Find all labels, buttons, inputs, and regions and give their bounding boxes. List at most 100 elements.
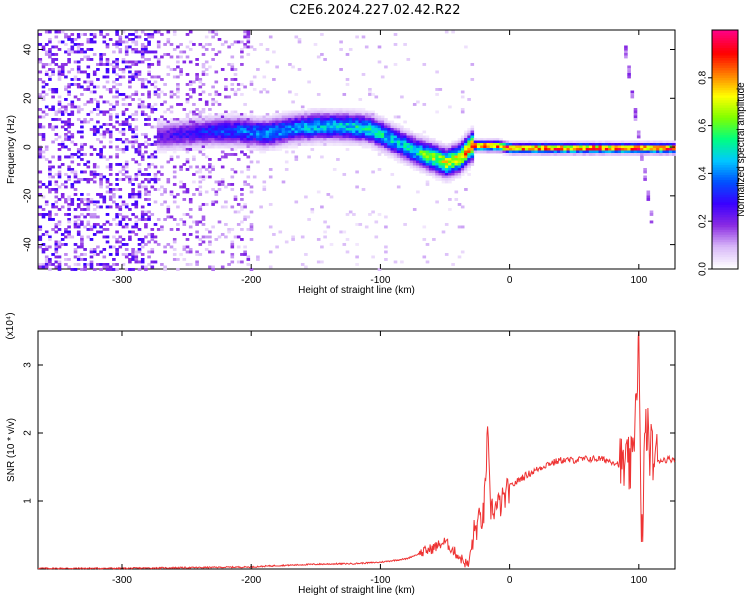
spectrogram-cell (352, 120, 356, 124)
spectrogram-cell (76, 198, 81, 201)
spectrogram-cell (76, 118, 81, 121)
spectrogram-cell (54, 35, 59, 39)
spectrogram-cell (278, 138, 283, 141)
spectrogram-cell (297, 128, 302, 131)
spectrogram-cell (89, 110, 94, 114)
spectrogram-cell (355, 185, 359, 189)
spectrogram-cell (48, 88, 52, 91)
spectrogram-cell (326, 123, 331, 126)
spectrogram-cell (364, 133, 369, 136)
spectrogram-cell (438, 158, 443, 161)
spectrogram-cell (70, 133, 75, 136)
spectrogram-cell (176, 143, 180, 146)
spectrogram-cell (358, 110, 363, 114)
spectrogram-cell (233, 130, 238, 134)
spectrogram-cell (227, 145, 231, 149)
snr-y-ticks: 123 (23, 362, 675, 504)
spectrogram-cell (96, 128, 100, 131)
spectrogram-cell (105, 263, 110, 266)
spectrogram-cell (384, 225, 388, 229)
spectrogram-cell (524, 148, 529, 151)
spectrogram-cell (470, 133, 475, 136)
spectrogram-cell (387, 140, 391, 144)
colorbar-step (712, 209, 738, 213)
spectrogram-cell (544, 148, 548, 151)
spectrogram-cell (435, 70, 439, 74)
spectrogram-cell (534, 140, 539, 144)
spectrogram-cell (115, 113, 119, 116)
spectrogram-cell (198, 93, 203, 96)
spectrogram-cell (361, 73, 366, 76)
spectrogram-cell (348, 48, 353, 51)
spectrogram-cell (188, 263, 193, 266)
spectrogram-cell (400, 128, 404, 131)
spectrogram-cell (192, 118, 196, 121)
spectrogram-cell (422, 238, 427, 241)
spectrogram-cell (288, 140, 292, 144)
spectrogram-cell (134, 225, 139, 229)
spectrogram-cell (336, 110, 340, 114)
spectrogram-cell (460, 250, 465, 254)
spectrogram-cell (252, 140, 257, 144)
spectrogram-cell (406, 160, 411, 164)
spectrogram-cell (198, 175, 203, 179)
spectrogram-cell (188, 248, 193, 251)
spectrogram-cell (240, 260, 244, 264)
spectrogram-cell (51, 140, 55, 144)
spectrogram-cell (326, 133, 331, 136)
spectrogram-cell (54, 245, 59, 249)
spectrogram-cell (102, 235, 107, 239)
spectrogram-cell (473, 148, 478, 151)
spectrogram-cell (329, 243, 334, 246)
spectrogram-cell (400, 155, 404, 159)
spectrogram-cell (329, 120, 334, 124)
spectrogram-cell (345, 250, 350, 254)
spectrogram-cell (505, 145, 510, 149)
spectrogram-cell (416, 158, 420, 161)
spectrogram-cell (51, 263, 55, 266)
spectrogram-cell (160, 123, 164, 126)
spectrogram-cell (195, 113, 199, 116)
spectrogram-cell (355, 138, 359, 141)
spectrogram-cell (156, 243, 161, 246)
spectrogram-cell (236, 118, 241, 121)
spectrogram-cell (160, 143, 164, 146)
spectrogram-cell (627, 145, 631, 149)
spectrogram-cell (240, 143, 244, 146)
spectrogram-cell (70, 123, 75, 126)
spectrogram-cell (403, 128, 407, 131)
spectrogram-cell (153, 93, 158, 96)
spectrogram-cell (355, 113, 359, 116)
spectrogram-cell (579, 145, 583, 149)
spectrogram-cell (643, 170, 647, 174)
spectrogram-cell (86, 58, 91, 61)
spectrogram-cell (329, 138, 334, 141)
spectrogram-cell (188, 118, 193, 121)
spectrogram-cell (83, 263, 87, 266)
spectrogram-cell (195, 75, 199, 79)
spectrogram-cell (76, 70, 81, 74)
spectrogram-cell (51, 155, 55, 159)
snr-x-label: Height of straight line (km) (298, 585, 415, 596)
spectrogram-cell (179, 145, 183, 149)
spectrogram-cell (150, 265, 155, 269)
spectrogram-cell (454, 160, 459, 164)
spectrogram-cell (438, 148, 443, 151)
spectrogram-cell (80, 238, 84, 241)
spectrogram-cell (268, 115, 273, 119)
spectrogram-cell (233, 123, 238, 126)
spectrogram-cell (467, 98, 471, 101)
spectrogram-cell (172, 240, 177, 244)
spectrogram-cell (153, 235, 158, 239)
spectrogram-cell (131, 93, 135, 96)
spectrogram-cell (76, 78, 81, 81)
spectrogram-cell (252, 75, 257, 79)
spectrogram-cell (188, 60, 193, 64)
colorbar-step (712, 174, 738, 178)
spectrogram-cell (134, 193, 139, 196)
spectrogram-cell (166, 143, 171, 146)
spectrogram-cell (195, 235, 199, 239)
spectrogram-cell (460, 95, 465, 99)
spectrogram-cell (163, 140, 167, 144)
spectrogram-cell (464, 170, 468, 174)
